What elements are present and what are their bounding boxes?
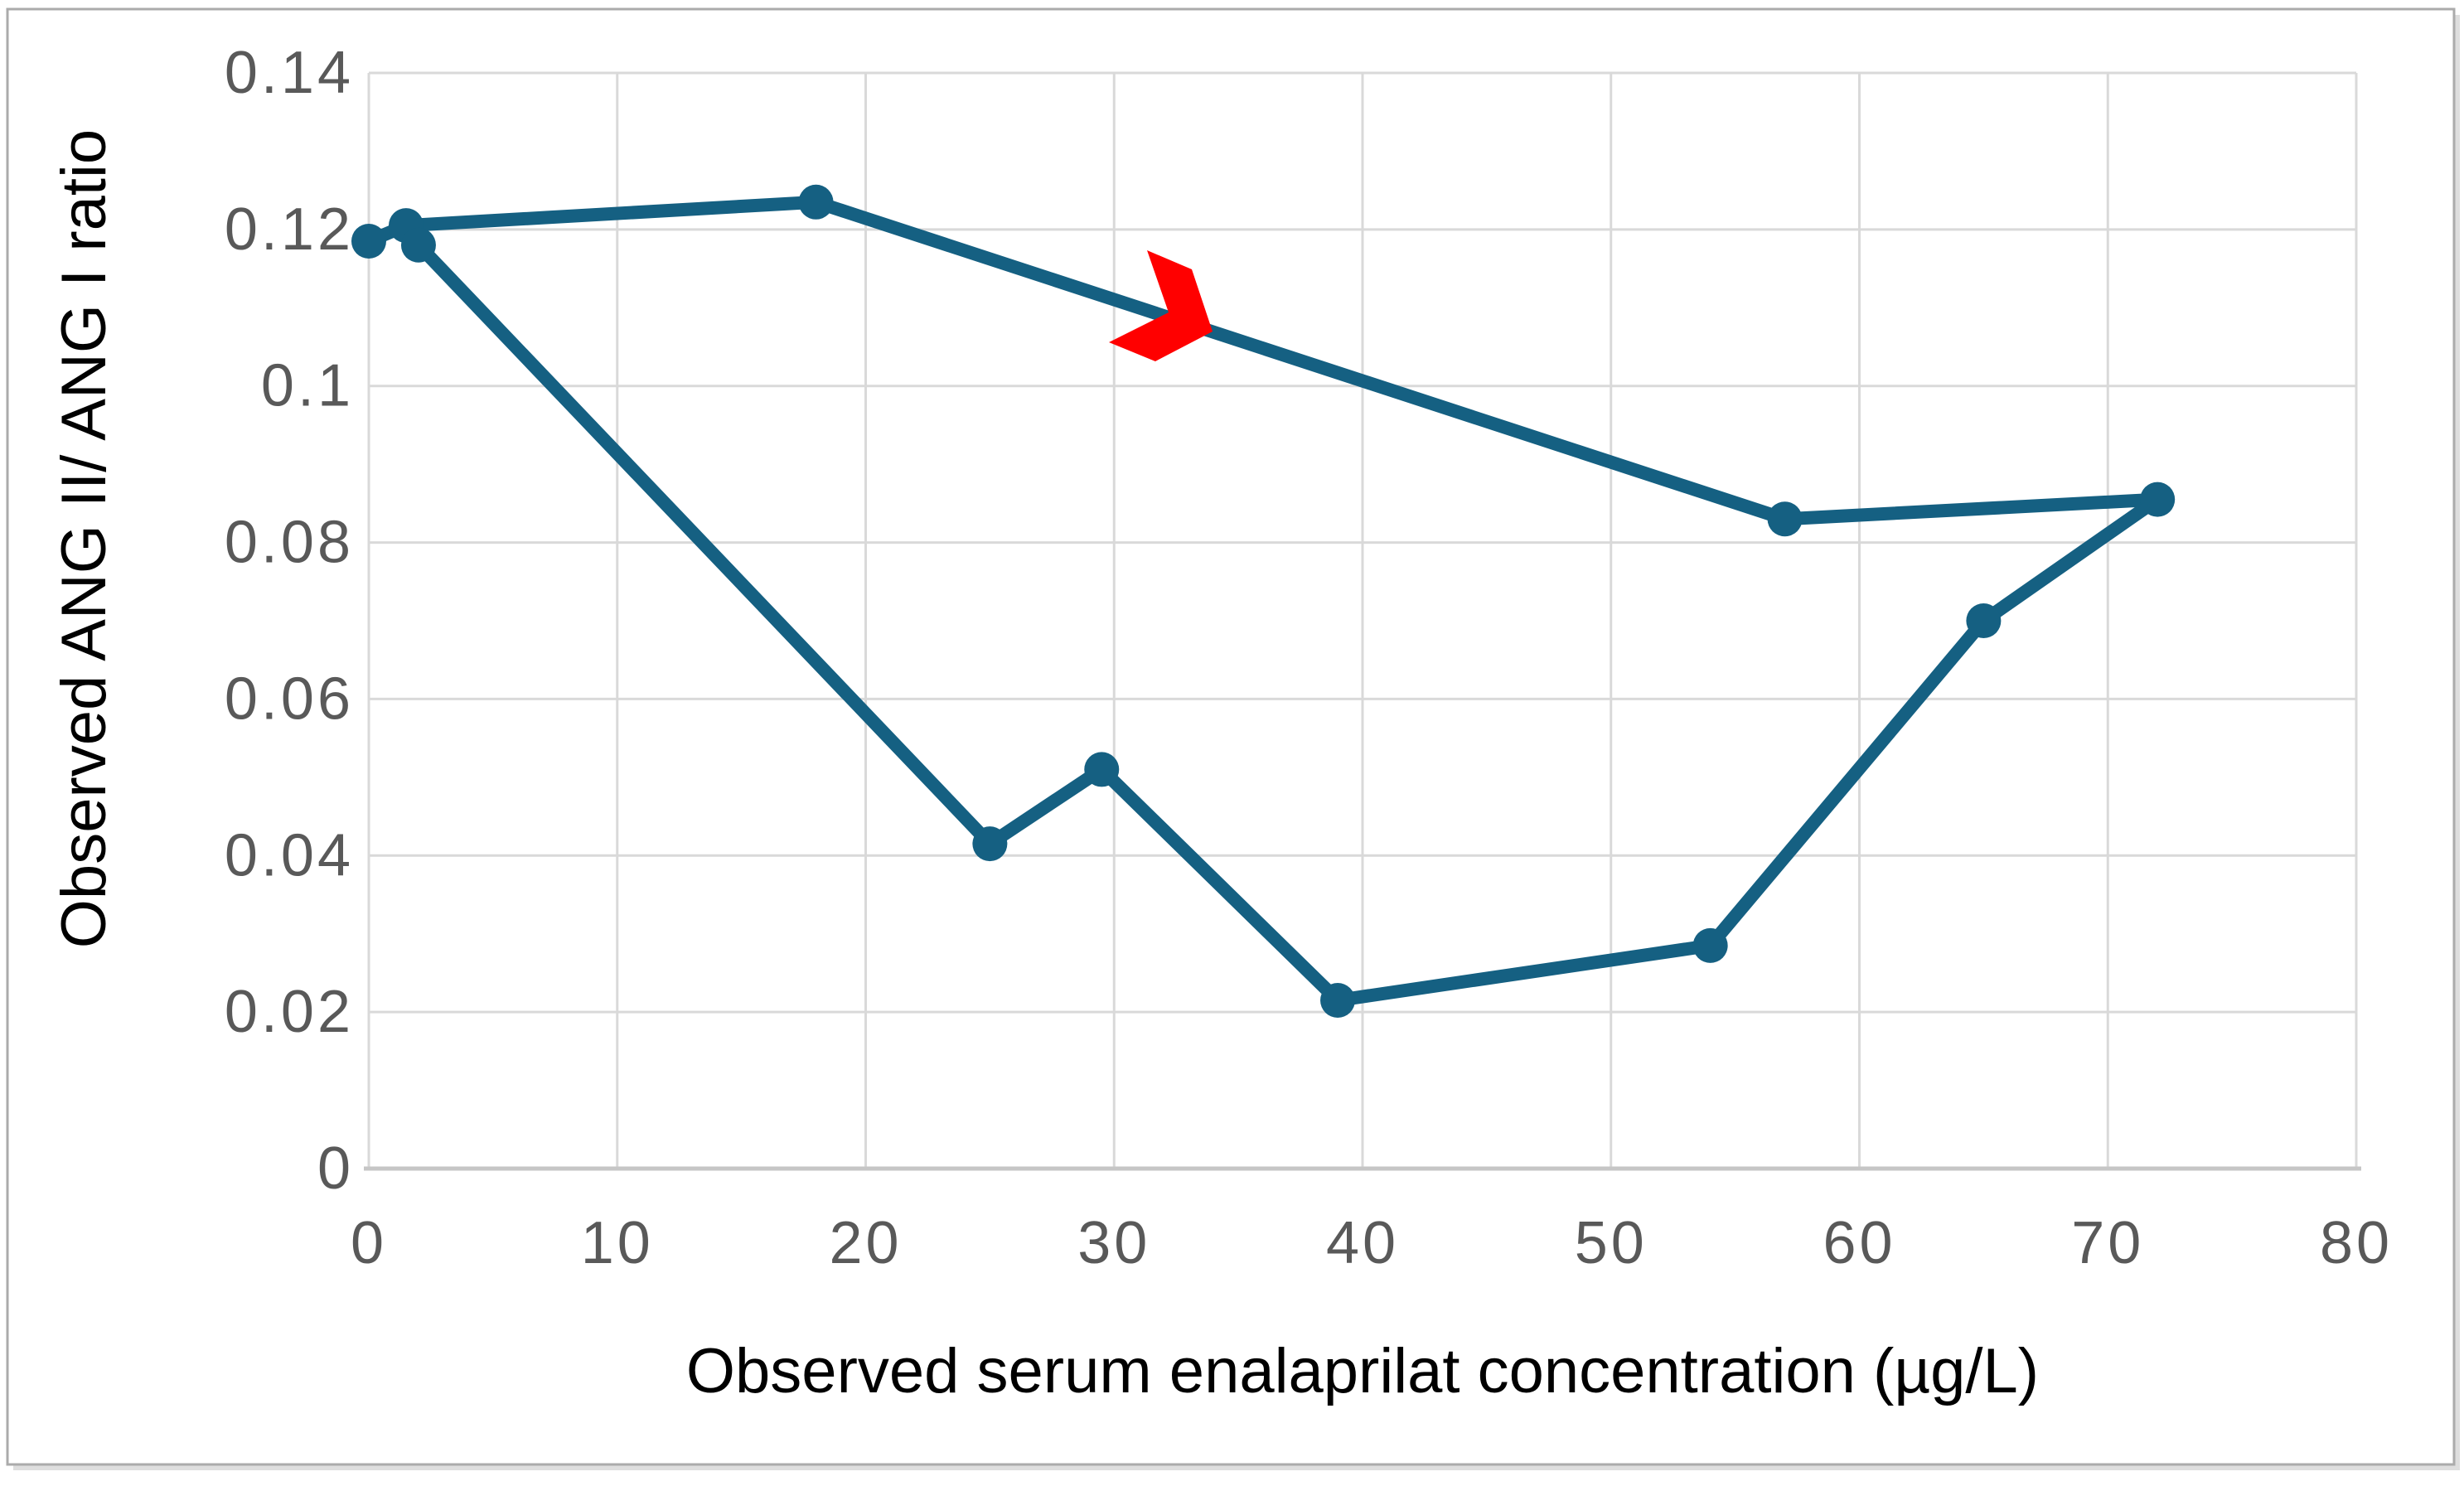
data-point-marker: [1320, 982, 1356, 1018]
x-tick-label: 10: [581, 1210, 654, 1276]
y-tick-label: 0.06: [225, 666, 354, 732]
direction-arrow-annotation: [1109, 250, 1213, 361]
y-axis-title: Observed ANG II/ ANG I ratio: [49, 128, 119, 949]
x-tick-label: 50: [1575, 1210, 1648, 1276]
data-point-marker: [1692, 927, 1728, 963]
x-tick-label: 80: [2320, 1210, 2393, 1276]
data-point-marker: [400, 227, 436, 263]
data-point-marker: [798, 184, 834, 220]
y-tick-label: 0: [317, 1135, 354, 1202]
data-point-marker: [972, 826, 1008, 862]
x-tick-label: 40: [1326, 1210, 1399, 1276]
x-tick-label: 20: [829, 1210, 902, 1276]
x-tick-label: 70: [2071, 1210, 2144, 1276]
y-tick-label: 0.04: [225, 822, 354, 888]
x-tick-label: 60: [1823, 1210, 1895, 1276]
data-point-marker: [1084, 752, 1120, 787]
x-tick-label: 0: [351, 1210, 387, 1276]
y-tick-label: 0.1: [261, 353, 354, 419]
y-tick-label: 0.02: [225, 979, 354, 1045]
data-point-marker: [2140, 482, 2176, 517]
data-point-marker: [1966, 603, 2002, 638]
x-tick-label: 30: [1077, 1210, 1150, 1276]
y-tick-label: 0.14: [225, 40, 354, 106]
y-tick-label: 0.12: [225, 196, 354, 263]
y-tick-label: 0.08: [225, 510, 354, 576]
data-point-marker: [351, 224, 386, 259]
x-axis-title: Observed serum enalaprilat concentration…: [685, 1336, 2040, 1406]
data-point-marker: [1767, 501, 1803, 537]
